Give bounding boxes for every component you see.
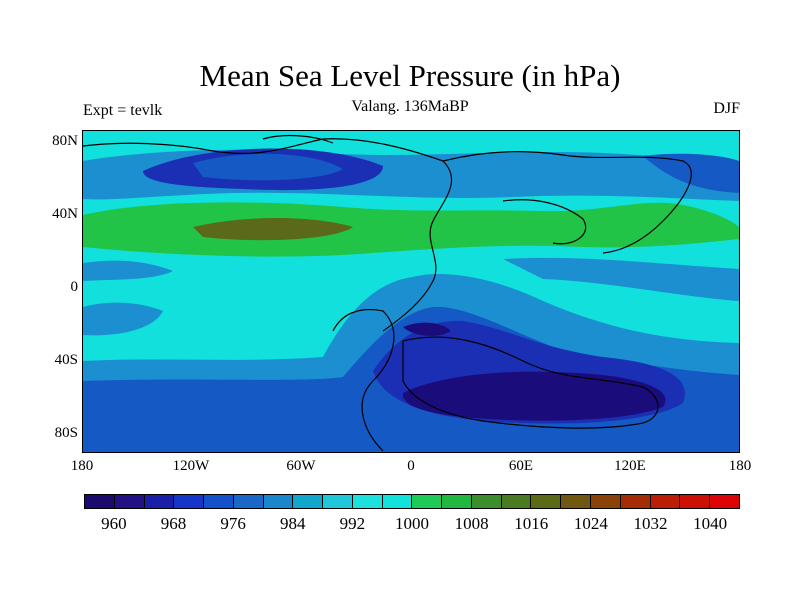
colorbar-cell [710, 495, 739, 508]
lat-tick: 80N [52, 133, 78, 149]
colorbar-cell [412, 495, 443, 508]
colorbar-cell [620, 495, 651, 508]
north-low-core [193, 153, 343, 181]
colorbar-label: 960 [101, 514, 127, 533]
colorbar-cell [85, 495, 115, 508]
colorbar-cell [531, 495, 562, 508]
colorbar-label: 1024 [573, 514, 608, 533]
colorbar-cell [591, 495, 621, 508]
colorbar-cell [323, 495, 353, 508]
subtitle: Valang. 136MaBP [351, 98, 469, 115]
subtropical-high-core [193, 218, 353, 241]
colorbar-label: 968 [160, 514, 187, 533]
colorbar-cell [144, 495, 175, 508]
lon-tick: 60W [286, 458, 316, 474]
southwest-band [83, 302, 163, 336]
east-equatorial-band [503, 257, 739, 301]
colorbar-label: 1000 [395, 514, 429, 533]
lat-tick: 40N [52, 206, 78, 222]
colorbar-label: 984 [279, 514, 306, 533]
colorbar-cell [382, 495, 413, 508]
equatorial-band [83, 260, 173, 281]
colorbar-cell [233, 495, 264, 508]
colorbar-cell [352, 495, 383, 508]
colorbar-cell [501, 495, 532, 508]
lon-tick: 0 [407, 458, 415, 474]
lon-tick: 120W [172, 458, 210, 474]
lat-tick: 40S [54, 352, 78, 368]
lon-tick: 180 [70, 458, 94, 474]
lon-tick: 120E [614, 458, 646, 474]
colorbar-label: 1016 [514, 514, 549, 533]
lon-tick: 180 [728, 458, 752, 474]
colorbar-label: 1008 [454, 514, 489, 533]
lat-tick: 0 [70, 279, 79, 295]
colorbar-label: 976 [220, 514, 246, 533]
colorbar-label: 1040 [693, 514, 728, 533]
colorbar-cell [442, 495, 472, 508]
lon-tick: 60E [508, 458, 534, 474]
colorbar-cell [680, 495, 711, 508]
south-low-core [402, 371, 666, 421]
colorbar-cell [471, 495, 502, 508]
colorbar-label: 1032 [633, 514, 668, 533]
colorbar-cell [650, 495, 681, 508]
colorbar-cell [174, 495, 205, 508]
coastlines [83, 134, 692, 452]
south-low-secondary [403, 322, 451, 336]
colorbar-cell [114, 495, 145, 508]
experiment-label: Expt = tevlk [83, 102, 163, 119]
map-svg [83, 131, 739, 452]
colorbar-cell [293, 495, 324, 508]
season-label: DJF [713, 100, 740, 117]
colorbar-cell [561, 495, 592, 508]
colorbar-label: 992 [339, 514, 366, 533]
colorbar-cell [263, 495, 294, 508]
lat-tick: 80S [54, 425, 78, 441]
colorbar [84, 494, 740, 509]
subtropical-high [83, 202, 739, 257]
colorbar-cell [204, 495, 234, 508]
pressure-map [82, 130, 740, 453]
page-title: Mean Sea Level Pressure (in hPa) [199, 58, 621, 93]
